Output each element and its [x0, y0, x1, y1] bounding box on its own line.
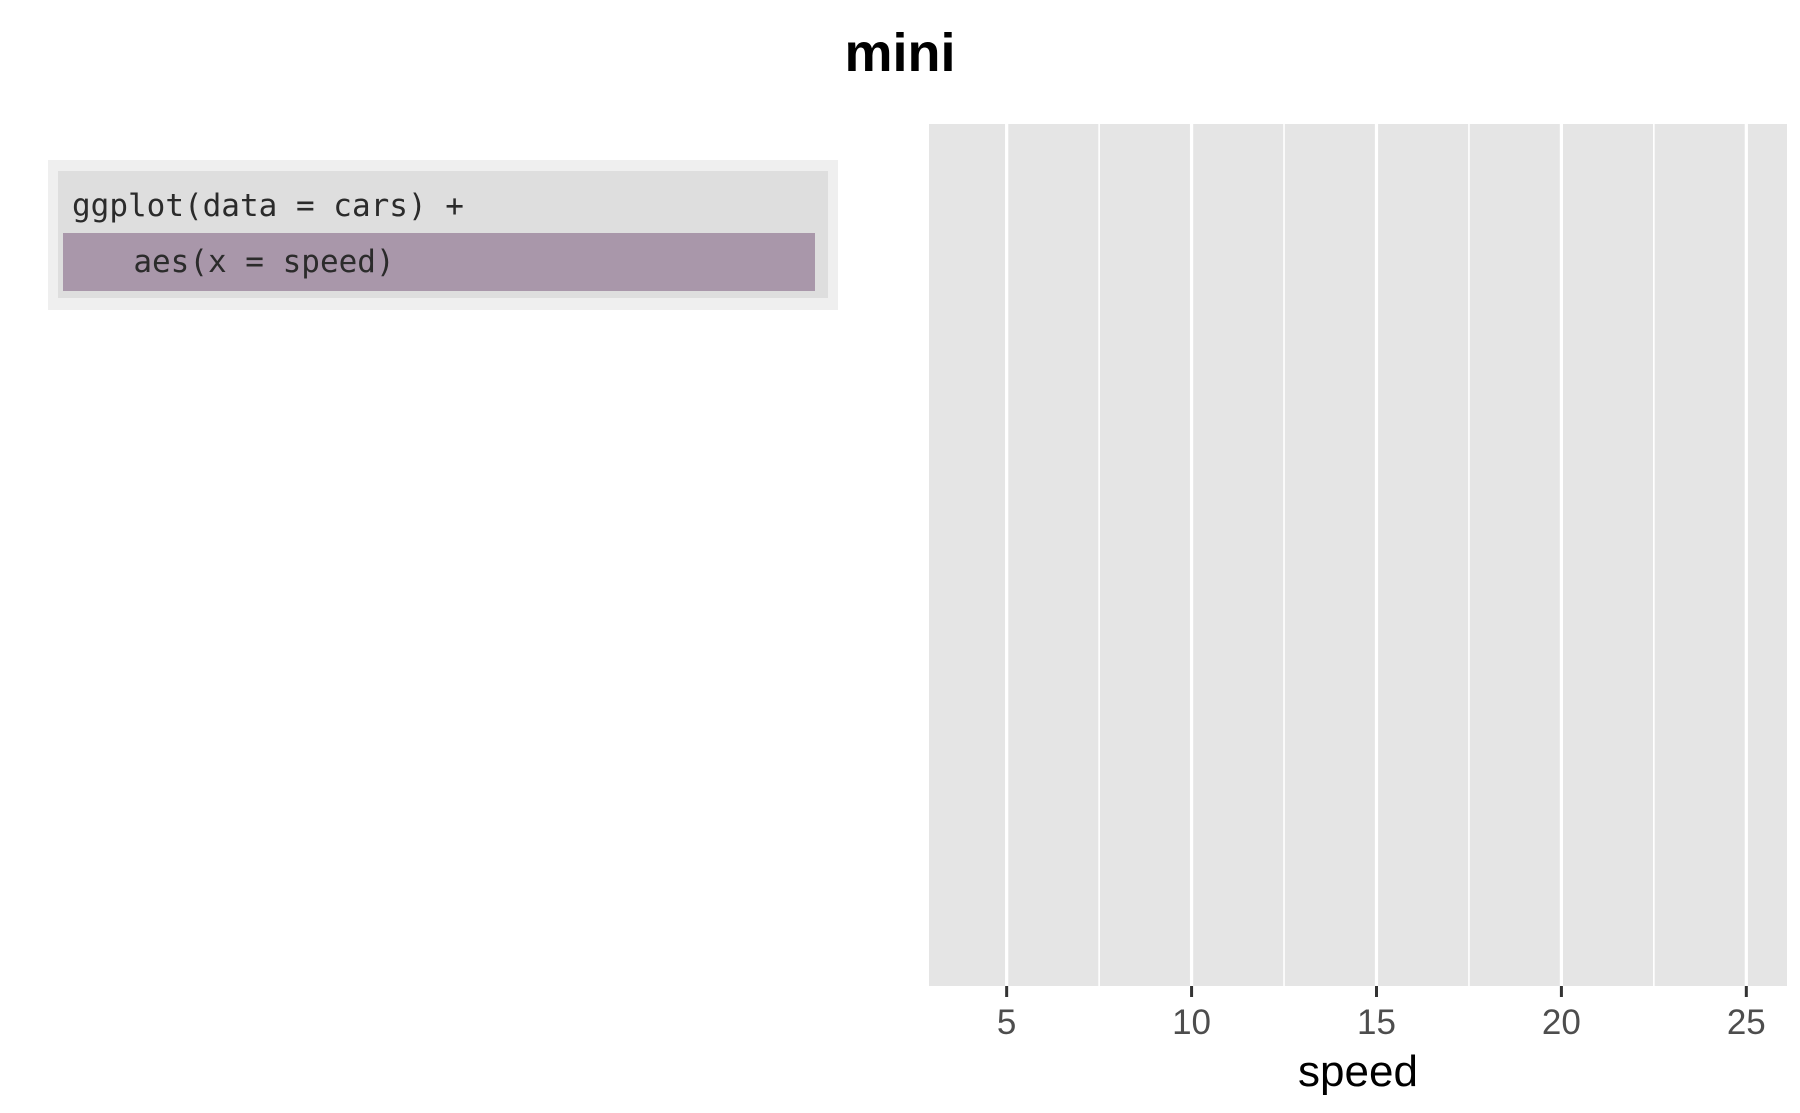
code-block: ggplot(data = cars) + aes(x = speed) [58, 171, 828, 298]
code-line-2: aes(x = speed) [96, 244, 395, 280]
code-line-1: ggplot(data = cars) + [72, 188, 464, 224]
x-tick-label-0: 5 [997, 1003, 1016, 1042]
x-axis-ticks [1005, 986, 1748, 997]
x-axis-tick-labels: 5 10 15 20 25 [997, 1003, 1766, 1042]
x-tick-label-1: 10 [1172, 1003, 1211, 1042]
x-tick-label-4: 25 [1727, 1003, 1766, 1042]
plot-panel [929, 124, 1787, 986]
minor-grid [1098, 124, 1655, 986]
major-grid [1005, 124, 1748, 986]
x-tick-label-3: 20 [1542, 1003, 1581, 1042]
code-panel: ggplot(data = cars) + aes(x = speed) [48, 160, 838, 310]
page-title: mini [844, 23, 956, 83]
x-axis-label: speed [1298, 1047, 1418, 1096]
code-line-highlight [63, 233, 815, 291]
x-tick-label-2: 15 [1357, 1003, 1396, 1042]
